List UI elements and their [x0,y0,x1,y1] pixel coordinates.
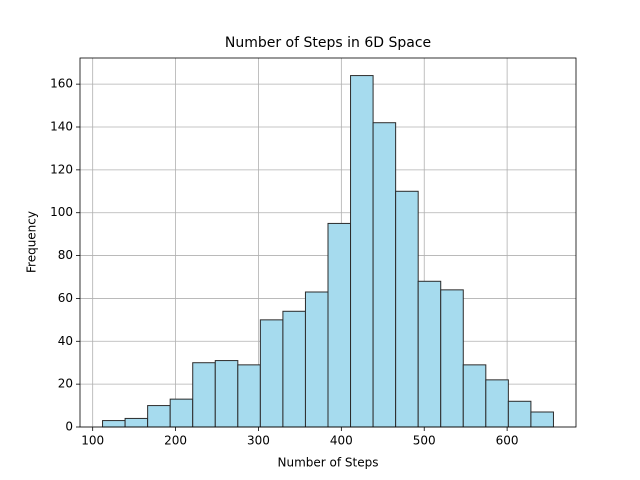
y-tick-label: 100 [50,205,73,219]
x-tick-label: 400 [330,434,353,448]
bar [417,280,442,428]
x-tick-label: 500 [413,434,436,448]
bar [147,405,171,428]
x-tick-label: 300 [247,434,270,448]
bar [485,379,509,428]
bar [327,222,352,428]
y-tick-label: 40 [58,334,73,348]
x-tick-label: 100 [81,434,104,448]
y-tick-label: 20 [58,377,73,391]
bar [530,411,554,428]
y-axis-label: Frequency [25,211,39,273]
y-tick-label: 80 [58,248,73,262]
bar [192,362,216,428]
bar [237,364,261,428]
bar [350,75,374,428]
x-tick-label: 600 [496,434,519,448]
bar [282,310,306,428]
y-tick-label: 60 [58,291,73,305]
bar [372,122,397,428]
y-tick-label: 0 [65,420,73,434]
bar [507,400,532,428]
plot-frame [79,57,577,428]
bar [214,360,239,428]
bar [440,289,464,428]
x-axis-label: Number of Steps [278,456,379,470]
x-tick-label: 200 [164,434,187,448]
bar [304,291,329,428]
bar [169,398,194,428]
bar [395,190,419,428]
y-tick-label: 160 [50,77,73,91]
bar [259,319,284,428]
y-tick-label: 120 [50,162,73,176]
bar [102,420,126,428]
chart-title: Number of Steps in 6D Space [225,35,431,51]
bar [462,364,487,428]
bar [124,417,149,428]
y-tick-label: 140 [50,120,73,134]
